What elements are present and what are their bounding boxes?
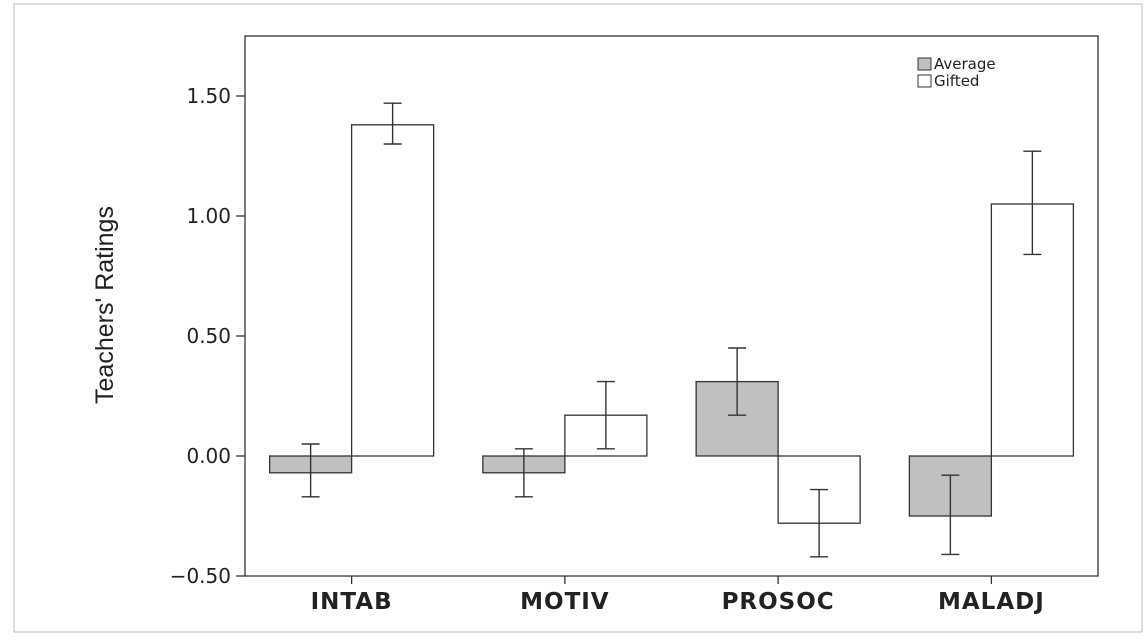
figure-border — [13, 3, 1143, 633]
y-tick-label: 0.50 — [186, 324, 231, 348]
x-tick-label: MALADJ — [938, 589, 1045, 615]
legend-swatch-gifted — [917, 74, 932, 88]
x-tick-label: INTAB — [311, 589, 393, 615]
legend-label-gifted: Gifted — [934, 72, 979, 90]
y-tick-label: 0.00 — [186, 444, 231, 468]
plot-frame — [244, 35, 1099, 577]
plot-area: −0.50 0.00 0.50 1.00 1.50 INTAB MOTIV PROSOC MAL… — [170, 35, 1099, 615]
legend-label-average: Average — [934, 55, 996, 73]
x-tick-label: PROSOC — [722, 589, 835, 615]
legend-swatch-average — [917, 57, 932, 71]
x-tick-label: MOTIV — [520, 589, 610, 615]
y-tick-label: 1.00 — [186, 204, 231, 228]
bar-gifted — [350, 124, 435, 457]
y-tick-label: −0.50 — [170, 564, 231, 588]
y-tick-label: 1.50 — [186, 84, 231, 108]
y-axis-title: Teachers' Ratings — [91, 206, 119, 404]
